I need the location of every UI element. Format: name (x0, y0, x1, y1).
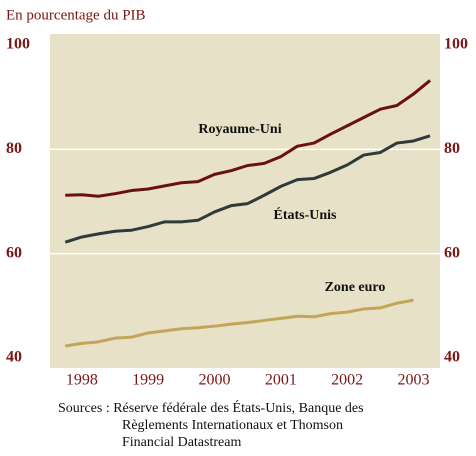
x-tick-label: 2002 (331, 372, 363, 389)
series-line (64, 134, 431, 244)
x-tick-label: 2000 (198, 372, 230, 389)
chart-subtitle: En pourcentage du PIB (6, 7, 146, 23)
x-tick-label: 2003 (397, 372, 429, 389)
y-tick-label: 40 (6, 349, 22, 366)
plot-background (50, 34, 440, 368)
x-tick-label: 1999 (132, 372, 164, 389)
y2-tick-label: 60 (444, 244, 460, 261)
series-label: Royaume-Uni (198, 122, 281, 137)
y2-tick-label: 100 (444, 36, 468, 53)
x-tick-label: 2001 (265, 372, 297, 389)
y-tick-label: 100 (6, 36, 30, 53)
source-note: Règlements Internationaux et Thomson (122, 418, 343, 433)
series-line (65, 79, 432, 198)
series-label: Zone euro (325, 280, 386, 295)
x-tick-label: 1998 (66, 372, 98, 389)
series-label: États-Unis (273, 206, 337, 223)
y-tick-label: 60 (6, 244, 22, 261)
source-note: Financial Datastream (122, 435, 241, 450)
source-note: Sources : Réserve fédérale des États-Uni… (58, 399, 364, 416)
y2-tick-label: 40 (444, 349, 460, 366)
y-tick-label: 80 (6, 140, 22, 157)
y2-tick-label: 80 (444, 140, 460, 157)
series-line (65, 298, 414, 348)
